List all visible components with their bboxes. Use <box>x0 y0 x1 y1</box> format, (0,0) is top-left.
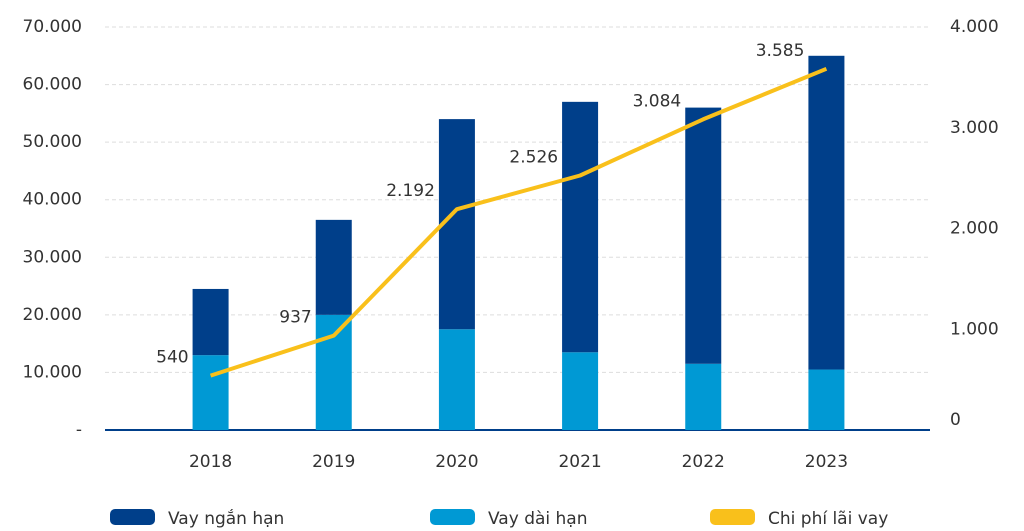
bar <box>685 107 722 364</box>
line <box>209 66 828 378</box>
bar <box>562 101 599 353</box>
x-tick-label: 2021 <box>558 452 601 472</box>
data-label: 540 <box>156 348 188 368</box>
legend-label: Vay ngắn hạn <box>168 508 284 529</box>
y2-tick-label: 0 <box>950 410 961 430</box>
bar <box>438 329 475 430</box>
y-tick-label: 50.000 <box>23 132 82 152</box>
y2-tick-label: 4.000 <box>950 17 999 37</box>
bar <box>808 55 845 370</box>
x-tick-label: 2019 <box>312 452 355 472</box>
bar <box>808 369 845 430</box>
data-label: 2.526 <box>509 148 558 168</box>
x-tick-label: 2023 <box>805 452 848 472</box>
legend-marker <box>710 509 755 525</box>
data-label: 2.192 <box>386 181 435 201</box>
y-tick-label: 30.000 <box>23 247 82 267</box>
y-tick-label: 60.000 <box>23 75 82 95</box>
x-tick-label: 2020 <box>435 452 478 472</box>
bar <box>315 314 352 430</box>
y2-tick-label: 1.000 <box>950 319 999 339</box>
bar <box>315 219 352 315</box>
data-label: 3.585 <box>756 41 805 61</box>
data-label: 3.084 <box>633 91 682 111</box>
y-tick-label: 10.000 <box>23 362 82 382</box>
legend-label: Vay dài hạn <box>488 509 588 529</box>
x-tick-label: 2022 <box>682 452 725 472</box>
legend-marker <box>430 509 475 525</box>
y-tick-label: 70.000 <box>23 17 82 37</box>
legend-marker <box>110 509 155 525</box>
data-label: 937 <box>279 308 311 328</box>
bar <box>685 363 722 430</box>
y2-tick-label: 2.000 <box>950 219 999 239</box>
legend-label: Chi phí lãi vay <box>768 509 888 529</box>
y-tick-label: 20.000 <box>23 305 82 325</box>
y-tick-label: 40.000 <box>23 190 82 210</box>
x-tick-label: 2018 <box>189 452 232 472</box>
bar <box>192 355 229 430</box>
y-tick-label: - <box>76 420 82 440</box>
y2-tick-label: 3.000 <box>950 118 999 138</box>
bar <box>192 288 229 356</box>
bar <box>562 352 599 430</box>
